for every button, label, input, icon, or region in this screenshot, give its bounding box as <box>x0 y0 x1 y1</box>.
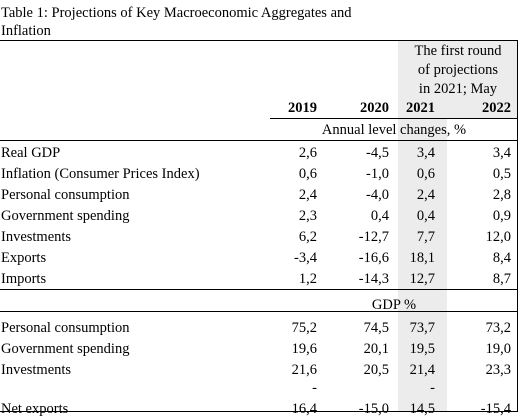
note-line: of projections <box>417 62 499 78</box>
row-label: Investments <box>1 229 72 245</box>
note-line: The first round <box>414 43 502 59</box>
cell-value: 75,2 <box>291 320 317 336</box>
cell-value: - <box>312 380 317 396</box>
column-header: 2022 <box>482 100 511 116</box>
cell-value: 23,3 <box>485 362 511 378</box>
cell-value: 21,4 <box>409 362 435 378</box>
rule <box>0 289 518 290</box>
rule <box>0 40 518 41</box>
row-label: Personal consumption <box>1 187 130 203</box>
cell-value: 18,1 <box>409 250 435 266</box>
cell-value: -15,0 <box>358 401 389 417</box>
rule <box>0 311 518 312</box>
cell-value: 2,6 <box>298 145 317 161</box>
cell-value: - <box>430 380 435 396</box>
row-label: Government spending <box>1 208 130 224</box>
cell-value: -14,3 <box>358 271 389 287</box>
cell-value: -3,4 <box>294 250 317 266</box>
cell-value: 19,0 <box>485 341 511 357</box>
column-2021-shade <box>398 119 447 411</box>
cell-value: 2,8 <box>492 187 511 203</box>
cell-value: 1,2 <box>298 271 317 287</box>
section-heading: GDP % <box>371 297 417 313</box>
cell-value: 12,7 <box>409 271 435 287</box>
cell-value: 19,5 <box>409 341 435 357</box>
cell-value: 74,5 <box>363 320 389 336</box>
cell-value: 73,7 <box>409 320 435 336</box>
cell-value: 0,6 <box>416 166 435 182</box>
column-header: 2021 <box>406 100 435 116</box>
cell-value: 0,4 <box>370 208 389 224</box>
cell-value: -4,0 <box>366 187 389 203</box>
cell-value: 2,3 <box>298 208 317 224</box>
rule <box>0 411 518 412</box>
cell-value: 0,4 <box>416 208 435 224</box>
cell-value: 0,5 <box>492 166 511 182</box>
cell-value: -4,5 <box>366 145 389 161</box>
row-label: Exports <box>1 250 47 266</box>
cell-value: 2,4 <box>298 187 317 203</box>
rule <box>517 41 518 411</box>
cell-value: 7,7 <box>416 229 435 245</box>
title-line: Inflation <box>1 23 51 39</box>
note-line: in 2021; May <box>418 81 498 97</box>
cell-value: -15,4 <box>480 401 511 417</box>
cell-value: 20,1 <box>363 341 389 357</box>
cell-value: 3,4 <box>492 145 511 161</box>
cell-value: 8,7 <box>492 271 511 287</box>
row-label: Investments <box>1 362 72 378</box>
cell-value: 20,5 <box>363 362 389 378</box>
rule <box>270 118 518 119</box>
cell-value: 21,6 <box>291 362 317 378</box>
row-label: Net exports <box>1 401 69 417</box>
cell-value: 16,4 <box>291 401 317 417</box>
cell-value: 3,4 <box>416 145 435 161</box>
cell-value: 73,2 <box>485 320 511 336</box>
cell-value: 12,0 <box>485 229 511 245</box>
cell-value: -1,0 <box>366 166 389 182</box>
cell-value: -16,6 <box>358 250 389 266</box>
cell-value: 2,4 <box>416 187 435 203</box>
title-line: Table 1: Projections of Key Macroeconomi… <box>1 5 352 21</box>
cell-value: 0,9 <box>492 208 511 224</box>
cell-value: 19,6 <box>291 341 317 357</box>
cell-value: 0,6 <box>298 166 317 182</box>
cell-value: 14,5 <box>409 401 435 417</box>
rule <box>0 140 518 141</box>
column-header: 2020 <box>360 100 389 116</box>
row-label: Government spending <box>1 341 130 357</box>
section-heading: Annual level changes, % <box>321 122 467 138</box>
cell-value: -12,7 <box>358 229 389 245</box>
cell-value: 8,4 <box>492 250 511 266</box>
row-label: Personal consumption <box>1 320 130 336</box>
cell-value: 6,2 <box>298 229 317 245</box>
projection-shade <box>398 41 518 119</box>
column-header: 2019 <box>288 100 317 116</box>
row-label: Imports <box>1 271 47 287</box>
row-label: Inflation (Consumer Prices Index) <box>1 166 200 182</box>
row-label: Real GDP <box>1 145 61 161</box>
